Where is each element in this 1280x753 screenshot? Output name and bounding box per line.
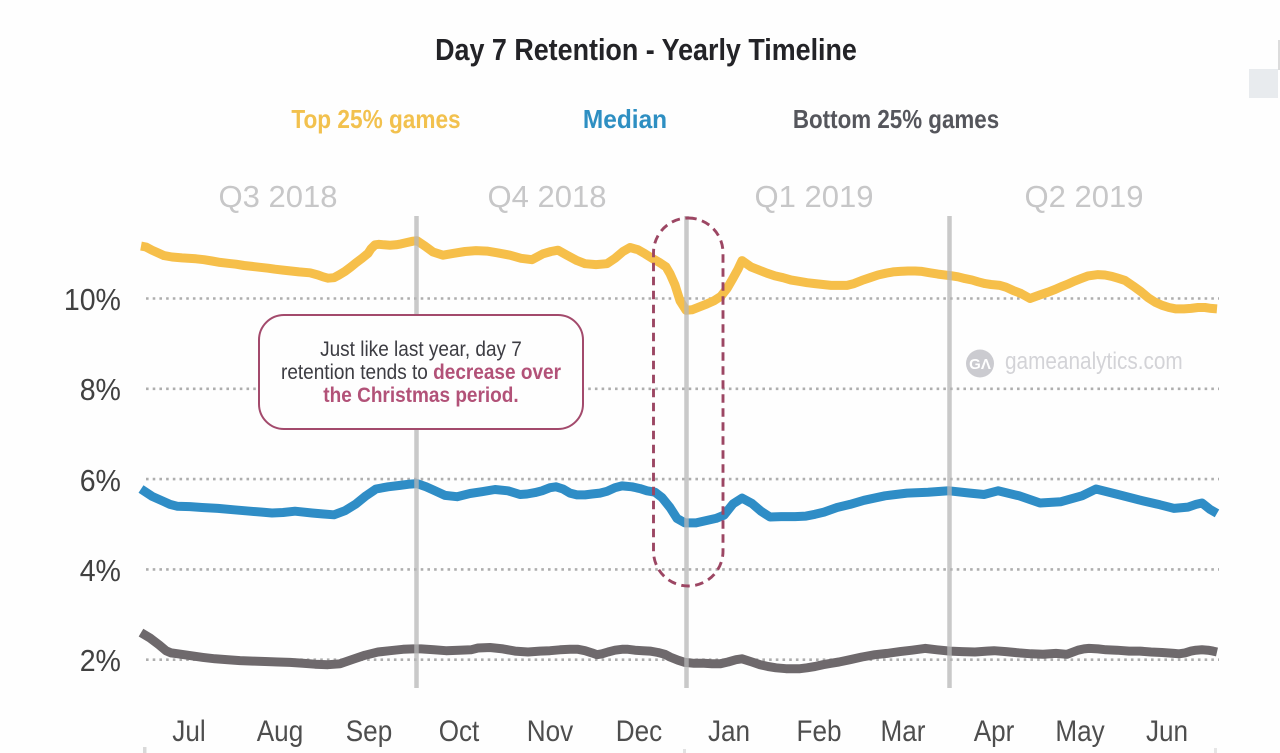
- svg-text:GΛ: GΛ: [969, 356, 991, 373]
